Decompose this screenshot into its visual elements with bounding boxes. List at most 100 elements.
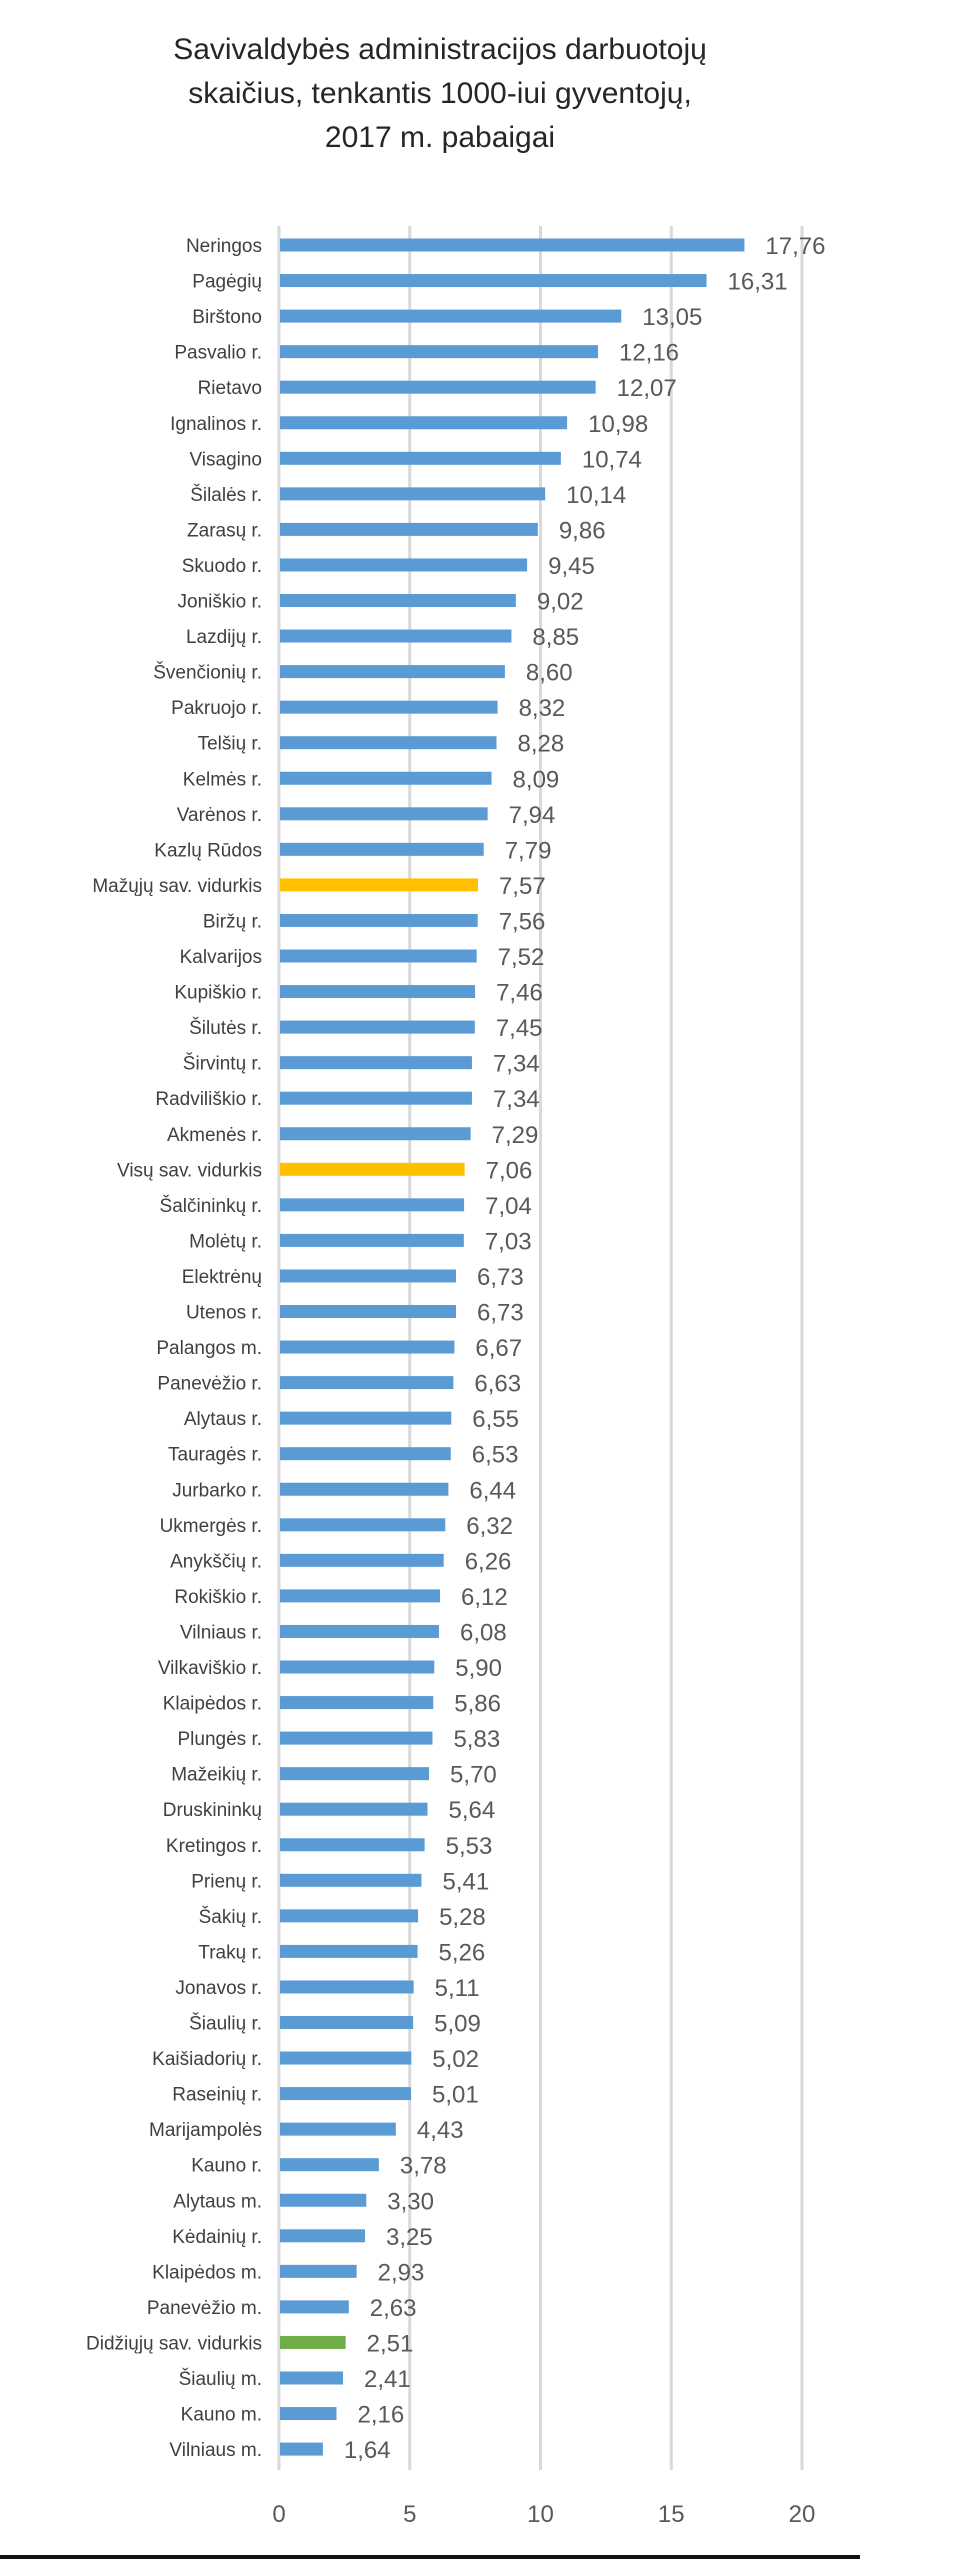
bar <box>280 487 546 501</box>
bar <box>280 985 476 999</box>
value-label: 2,41 <box>364 2366 411 2393</box>
value-label: 8,09 <box>513 766 560 793</box>
category-label: Trakų r. <box>198 1942 262 1963</box>
value-label: 6,67 <box>475 1335 522 1362</box>
value-label: 7,94 <box>509 802 556 829</box>
bar <box>280 2051 412 2065</box>
category-label: Vilkaviškio r. <box>158 1658 262 1679</box>
bar <box>280 736 497 750</box>
bar <box>280 309 622 323</box>
category-label: Šiaulių r. <box>189 2013 262 2035</box>
category-label: Visų sav. vidurkis <box>117 1160 262 1181</box>
category-label: Visagino <box>189 449 262 470</box>
chart-title-line-2: skaičius, tenkantis 1000-iui gyventojų, <box>188 77 692 110</box>
bars <box>280 238 745 2456</box>
bar <box>280 2335 346 2349</box>
value-label: 5,53 <box>446 1833 493 1860</box>
category-labels: Neringos Pagėgių Birštono Pasvalio r. Rietav… <box>86 236 262 2461</box>
category-label: Kalvarijos <box>180 947 262 968</box>
bar <box>280 594 516 607</box>
chart-title: Savivaldybės administracijos darbuotojų … <box>0 28 880 160</box>
value-label: 2,63 <box>370 2295 417 2322</box>
category-label: Klaipėdos r. <box>163 1694 262 1715</box>
category-label: Tauragės r. <box>168 1445 262 1466</box>
bottom-rule <box>0 2555 860 2559</box>
category-label: Zarasų r. <box>187 520 262 541</box>
value-label: 6,32 <box>466 1513 513 1540</box>
category-label: Elektrėnų <box>182 1267 262 1288</box>
category-label: Lazdijų r. <box>186 627 262 648</box>
category-label: Biržų r. <box>203 911 262 932</box>
x-tick-label: 5 <box>403 2501 416 2528</box>
bar <box>280 1838 425 1852</box>
bar <box>280 1269 456 1283</box>
value-label: 17,76 <box>765 233 825 260</box>
category-label: Panevėžio r. <box>157 1374 262 1395</box>
category-label: Prienų r. <box>191 1871 262 1892</box>
value-label: 5,64 <box>448 1797 495 1824</box>
value-label: 6,44 <box>469 1477 516 1504</box>
category-label: Vilniaus m. <box>169 2440 262 2461</box>
category-label: Joniškio r. <box>178 592 262 613</box>
category-label: Neringos <box>186 236 262 257</box>
value-labels: 17,76 16,31 13,05 12,16 12,07 10,98 10,74 10,14… <box>344 233 826 2464</box>
bar <box>280 949 477 963</box>
category-label: Širvintų r. <box>183 1053 262 1075</box>
bar <box>280 2158 379 2172</box>
bar <box>280 2442 323 2456</box>
category-label: Plungės r. <box>178 1729 263 1750</box>
x-axis-tick-labels: 0 5 10 15 20 <box>272 2501 815 2528</box>
value-label: 5,70 <box>450 1762 497 1789</box>
value-label: 7,46 <box>496 980 543 1007</box>
bar <box>280 1305 456 1318</box>
category-label: Šiaulių m. <box>179 2368 262 2390</box>
bar <box>280 238 745 252</box>
bar <box>280 1767 430 1781</box>
value-label: 5,02 <box>432 2046 479 2073</box>
bar <box>280 416 568 430</box>
value-label: 1,64 <box>344 2437 391 2464</box>
value-label: 7,04 <box>485 1193 532 1220</box>
bar <box>280 2407 337 2421</box>
value-label: 7,34 <box>493 1086 540 1113</box>
bar <box>280 1340 455 1354</box>
category-label: Jurbarko r. <box>172 1480 262 1501</box>
bar <box>280 1518 446 1532</box>
category-label: Kėdainių r. <box>172 2227 262 2248</box>
value-label: 5,83 <box>453 1726 500 1753</box>
bar <box>280 700 498 714</box>
value-label: 3,78 <box>400 2153 447 2180</box>
value-label: 2,93 <box>378 2259 425 2286</box>
category-label: Raseinių r. <box>172 2085 262 2106</box>
bar <box>280 380 596 394</box>
value-label: 4,43 <box>417 2117 464 2144</box>
category-label: Skuodo r. <box>182 556 262 577</box>
category-label: Marijampolės <box>149 2120 262 2141</box>
bar <box>280 1198 465 1212</box>
category-label: Klaipėdos m. <box>152 2262 262 2283</box>
x-tick-label: 15 <box>658 2501 685 2528</box>
category-label: Rietavo <box>198 378 262 399</box>
bar <box>280 274 707 288</box>
category-label: Pasvalio r. <box>174 343 262 364</box>
category-label: Druskininkų <box>163 1800 262 1821</box>
value-label: 7,03 <box>485 1228 532 1255</box>
bar <box>280 1482 449 1496</box>
bar <box>280 665 505 679</box>
category-label: Akmenės r. <box>167 1125 262 1146</box>
value-label: 7,45 <box>496 1015 543 1042</box>
value-label: 6,08 <box>460 1619 507 1646</box>
value-label: 5,11 <box>435 1975 480 2002</box>
value-label: 8,28 <box>518 731 565 758</box>
category-label: Jonavos r. <box>175 1978 262 1999</box>
bar <box>280 2087 412 2101</box>
category-label: Kelmės r. <box>183 769 262 790</box>
category-label: Ignalinos r. <box>170 414 262 435</box>
x-tick-label: 20 <box>789 2501 816 2528</box>
category-label: Šilalės r. <box>190 484 262 506</box>
value-label: 7,29 <box>492 1122 539 1149</box>
category-label: Kaišiadorių r. <box>152 2049 262 2070</box>
bar <box>280 1411 452 1425</box>
bar <box>280 2300 349 2314</box>
